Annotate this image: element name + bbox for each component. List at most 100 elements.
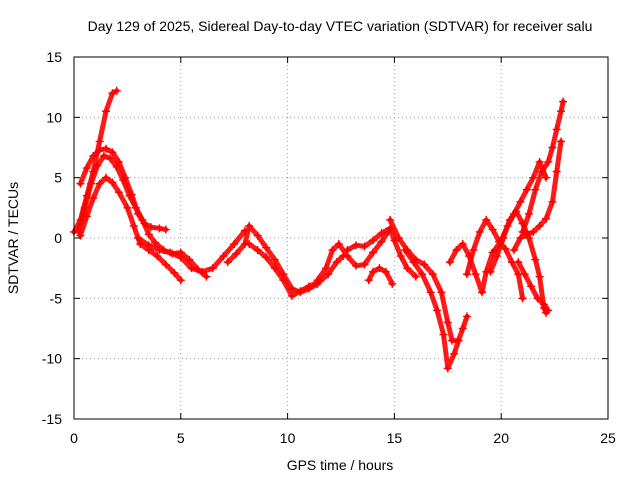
data-point — [108, 178, 117, 187]
data-point — [542, 214, 551, 223]
data-point — [552, 125, 561, 134]
data-point — [230, 240, 239, 249]
data-point — [176, 276, 185, 285]
series-track — [344, 225, 419, 280]
data-point — [106, 154, 115, 163]
y-tick-label: -10 — [42, 351, 62, 367]
data-point — [95, 145, 104, 154]
series-track — [402, 247, 461, 371]
data-point — [155, 224, 164, 233]
y-axis-label: SDTVAR / TECUs — [5, 182, 21, 294]
series-sat-s — [486, 207, 551, 317]
data-point — [463, 270, 472, 279]
series-sat-b — [76, 144, 170, 234]
data-point — [208, 264, 217, 273]
data-point — [433, 306, 442, 315]
data-point — [114, 188, 123, 197]
y-tick-label: -5 — [50, 290, 63, 306]
data-points — [70, 86, 568, 373]
data-point — [332, 258, 341, 267]
x-tick-label: 5 — [177, 430, 185, 446]
data-point — [529, 173, 538, 182]
data-point — [471, 270, 480, 279]
x-tick-label: 25 — [600, 430, 616, 446]
data-point — [223, 258, 232, 267]
x-tick-label: 0 — [70, 430, 78, 446]
data-point — [187, 264, 196, 273]
data-point — [144, 230, 153, 239]
data-point — [112, 86, 121, 95]
data-point — [443, 364, 452, 373]
series-sat-i — [343, 224, 420, 281]
data-point — [501, 244, 510, 253]
series-track — [77, 146, 169, 233]
series-track — [464, 217, 526, 301]
y-axis-ticks: -15 -10 -5 0 5 10 15 — [42, 49, 608, 427]
data-point — [548, 197, 557, 206]
data-point — [131, 203, 140, 212]
data-point — [82, 164, 91, 173]
data-point — [443, 318, 452, 327]
data-point — [198, 267, 207, 276]
data-point — [409, 258, 418, 267]
y-tick-label: 15 — [46, 49, 62, 65]
y-tick-label: 0 — [54, 230, 62, 246]
data-point — [450, 349, 459, 358]
data-point — [531, 185, 540, 194]
data-point — [76, 179, 85, 188]
x-tick-label: 20 — [493, 430, 509, 446]
data-point — [375, 264, 384, 273]
data-point — [535, 221, 544, 230]
data-point — [219, 252, 228, 261]
data-point — [514, 258, 523, 267]
data-point — [454, 336, 463, 345]
data-point — [232, 249, 241, 258]
y-tick-label: 5 — [54, 170, 62, 186]
data-point — [539, 303, 548, 312]
data-point — [458, 324, 467, 333]
data-point — [87, 179, 96, 188]
data-point — [82, 212, 91, 221]
series-sat-e — [134, 226, 249, 276]
data-point — [304, 282, 313, 291]
data-point — [324, 270, 333, 279]
data-point — [516, 197, 525, 206]
series-sat-k — [386, 215, 472, 345]
data-point — [557, 107, 566, 116]
data-point — [388, 279, 397, 288]
data-point — [245, 221, 254, 230]
data-point — [93, 161, 102, 170]
data-point — [482, 215, 491, 224]
x-axis-ticks: 0 5 10 15 20 25 — [70, 57, 616, 446]
data-point — [102, 173, 111, 182]
data-point — [492, 252, 501, 261]
series-sat-q — [510, 137, 566, 255]
data-point — [360, 242, 369, 251]
data-point — [557, 137, 566, 146]
data-point — [381, 267, 390, 276]
data-point — [253, 231, 262, 240]
data-point — [270, 255, 279, 264]
data-point — [170, 268, 179, 277]
data-point — [452, 246, 461, 255]
data-point — [161, 260, 170, 269]
series-sat-m — [445, 240, 497, 297]
x-axis-label: GPS time / hours — [287, 457, 394, 473]
data-point — [102, 144, 111, 153]
data-point — [505, 215, 514, 224]
data-point — [114, 157, 123, 166]
data-point — [463, 312, 472, 321]
data-point — [202, 272, 211, 281]
data-point — [328, 246, 337, 255]
data-point — [377, 229, 386, 238]
data-point — [518, 219, 527, 228]
data-point — [138, 215, 147, 224]
data-point — [394, 234, 403, 242]
series-sat-l — [401, 246, 463, 373]
data-point — [445, 258, 454, 267]
data-point — [524, 234, 533, 242]
series-track — [447, 241, 496, 295]
data-point — [125, 191, 134, 200]
data-point — [531, 255, 540, 264]
data-point — [123, 203, 132, 212]
